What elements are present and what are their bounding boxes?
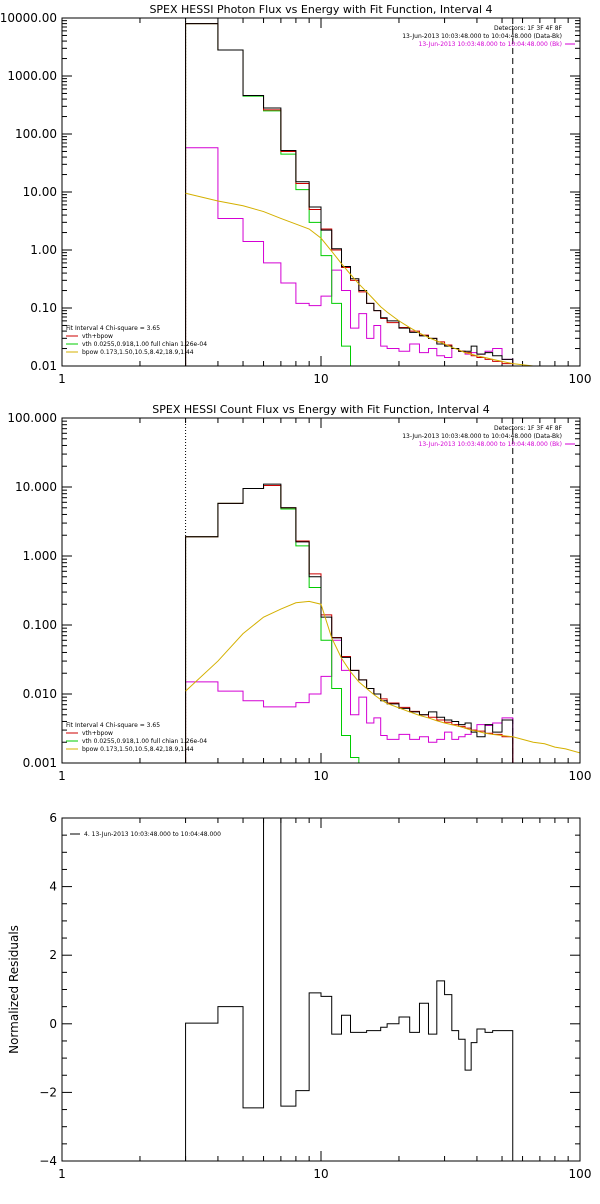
series-bk-histogram <box>185 147 514 366</box>
y-tick-label: 10.00 <box>23 185 57 199</box>
axis-ticks <box>61 417 580 764</box>
chart-title: SPEX HESSI Count Flux vs Energy with Fit… <box>152 403 489 416</box>
series-vth-histogram <box>185 485 513 763</box>
y-tick-label: 0.001 <box>23 756 57 770</box>
chart-panel-1: SPEX HESSI Photon Flux vs Energy with Fi… <box>0 3 591 386</box>
axis-ticks <box>61 17 580 367</box>
info-line: Detectors: 1F 3F 4F 8F <box>494 425 563 432</box>
chart-panel-2: SPEX HESSI Count Flux vs Energy with Fit… <box>7 403 591 783</box>
legend-entry: vth+bpow <box>82 730 113 737</box>
plot-frame <box>61 17 581 367</box>
info-line: 13-Jun-2013 10:03:48.000 to 10:04:48.000… <box>402 433 562 440</box>
series-vth-bpow-histogram <box>185 485 514 763</box>
legend-entry: vth+bpow <box>82 333 113 340</box>
legend-entry: bpow 0.173,1.50,10.5,8.42,18.9,1.44 <box>82 349 194 356</box>
y-axis-label: Normalized Residuals <box>7 925 21 1054</box>
info-line: 13-Jun-2013 10:03:48.000 to 10:04:48.000… <box>419 441 562 448</box>
legend-entry: vth 0.0255,0.918,1.00 full chian 1.26e-0… <box>82 738 207 745</box>
x-tick-label: 1 <box>58 769 66 783</box>
series-data-bk-histogram <box>185 483 514 763</box>
legend-entry: bpow 0.173,1.50,10.5,8.42,18.9,1.44 <box>82 746 194 753</box>
chart-title: SPEX HESSI Photon Flux vs Energy with Fi… <box>149 3 492 16</box>
series-residuals-histogram <box>185 818 514 1161</box>
x-tick-label: 100 <box>569 372 592 386</box>
series-data-bk-histogram <box>185 23 514 366</box>
x-tick-label: 100 <box>569 1167 592 1181</box>
plot-content <box>185 418 580 763</box>
series-bk-histogram <box>185 639 514 763</box>
chart-panel-3: Normalized Residuals 1 10 100 6 4 2 0 −2 −4 4. 13-… <box>7 811 591 1181</box>
series-vth-histogram <box>185 23 513 366</box>
y-tick-label: −2 <box>39 1085 57 1099</box>
y-tick-label: 100.000 <box>7 411 57 425</box>
y-tick-label: 0.100 <box>23 618 57 632</box>
y-tick-label: 0.01 <box>30 359 57 373</box>
x-tick-label: 1 <box>58 372 66 386</box>
y-tick-label: 6 <box>49 811 57 825</box>
series-bpow-curve <box>185 192 534 366</box>
y-tick-label: 100.00 <box>15 127 57 141</box>
fit-chi-square-text: Fit Interval 4 Chi-square = 3.65 <box>66 722 160 729</box>
y-tick-label: 2 <box>49 948 57 962</box>
x-tick-label: 100 <box>569 769 592 783</box>
plot-frame <box>61 817 581 1162</box>
legend-entry: 4. 13-Jun-2013 10:03:48.000 to 10:04:48.… <box>84 831 221 838</box>
plot-content <box>185 818 514 1161</box>
y-tick-label: 4 <box>49 880 57 894</box>
x-tick-label: 10 <box>313 769 328 783</box>
series-vth-bpow-histogram <box>185 23 514 366</box>
y-tick-label: 1.000 <box>23 549 57 563</box>
x-tick-label: 10 <box>313 1167 328 1181</box>
plot-content <box>185 18 534 366</box>
y-tick-label: 0 <box>49 1017 57 1031</box>
plot-frame <box>61 417 581 764</box>
y-tick-label: 0.10 <box>30 301 57 315</box>
info-line: 13-Jun-2013 10:03:48.000 to 10:04:48.000… <box>419 41 562 48</box>
fit-chi-square-text: Fit Interval 4 Chi-square = 3.65 <box>66 325 160 332</box>
y-tick-label: 1.00 <box>30 243 57 257</box>
x-tick-label: 1 <box>58 1167 66 1181</box>
y-tick-label: 0.010 <box>23 687 57 701</box>
axis-ticks <box>61 817 580 1162</box>
series-bpow-curve <box>185 600 580 754</box>
info-line: 13-Jun-2013 10:03:48.000 to 10:04:48.000… <box>402 33 562 40</box>
info-line: Detectors: 1F 3F 4F 8F <box>494 25 563 32</box>
y-tick-label: 1000.00 <box>7 69 57 83</box>
y-tick-label: 10000.00 <box>0 11 57 25</box>
legend-entry: vth 0.0255,0.918,1.00 full chian 1.26e-0… <box>82 341 207 348</box>
y-tick-label: −4 <box>39 1154 57 1168</box>
x-tick-label: 10 <box>313 372 328 386</box>
y-tick-label: 10.000 <box>15 480 57 494</box>
